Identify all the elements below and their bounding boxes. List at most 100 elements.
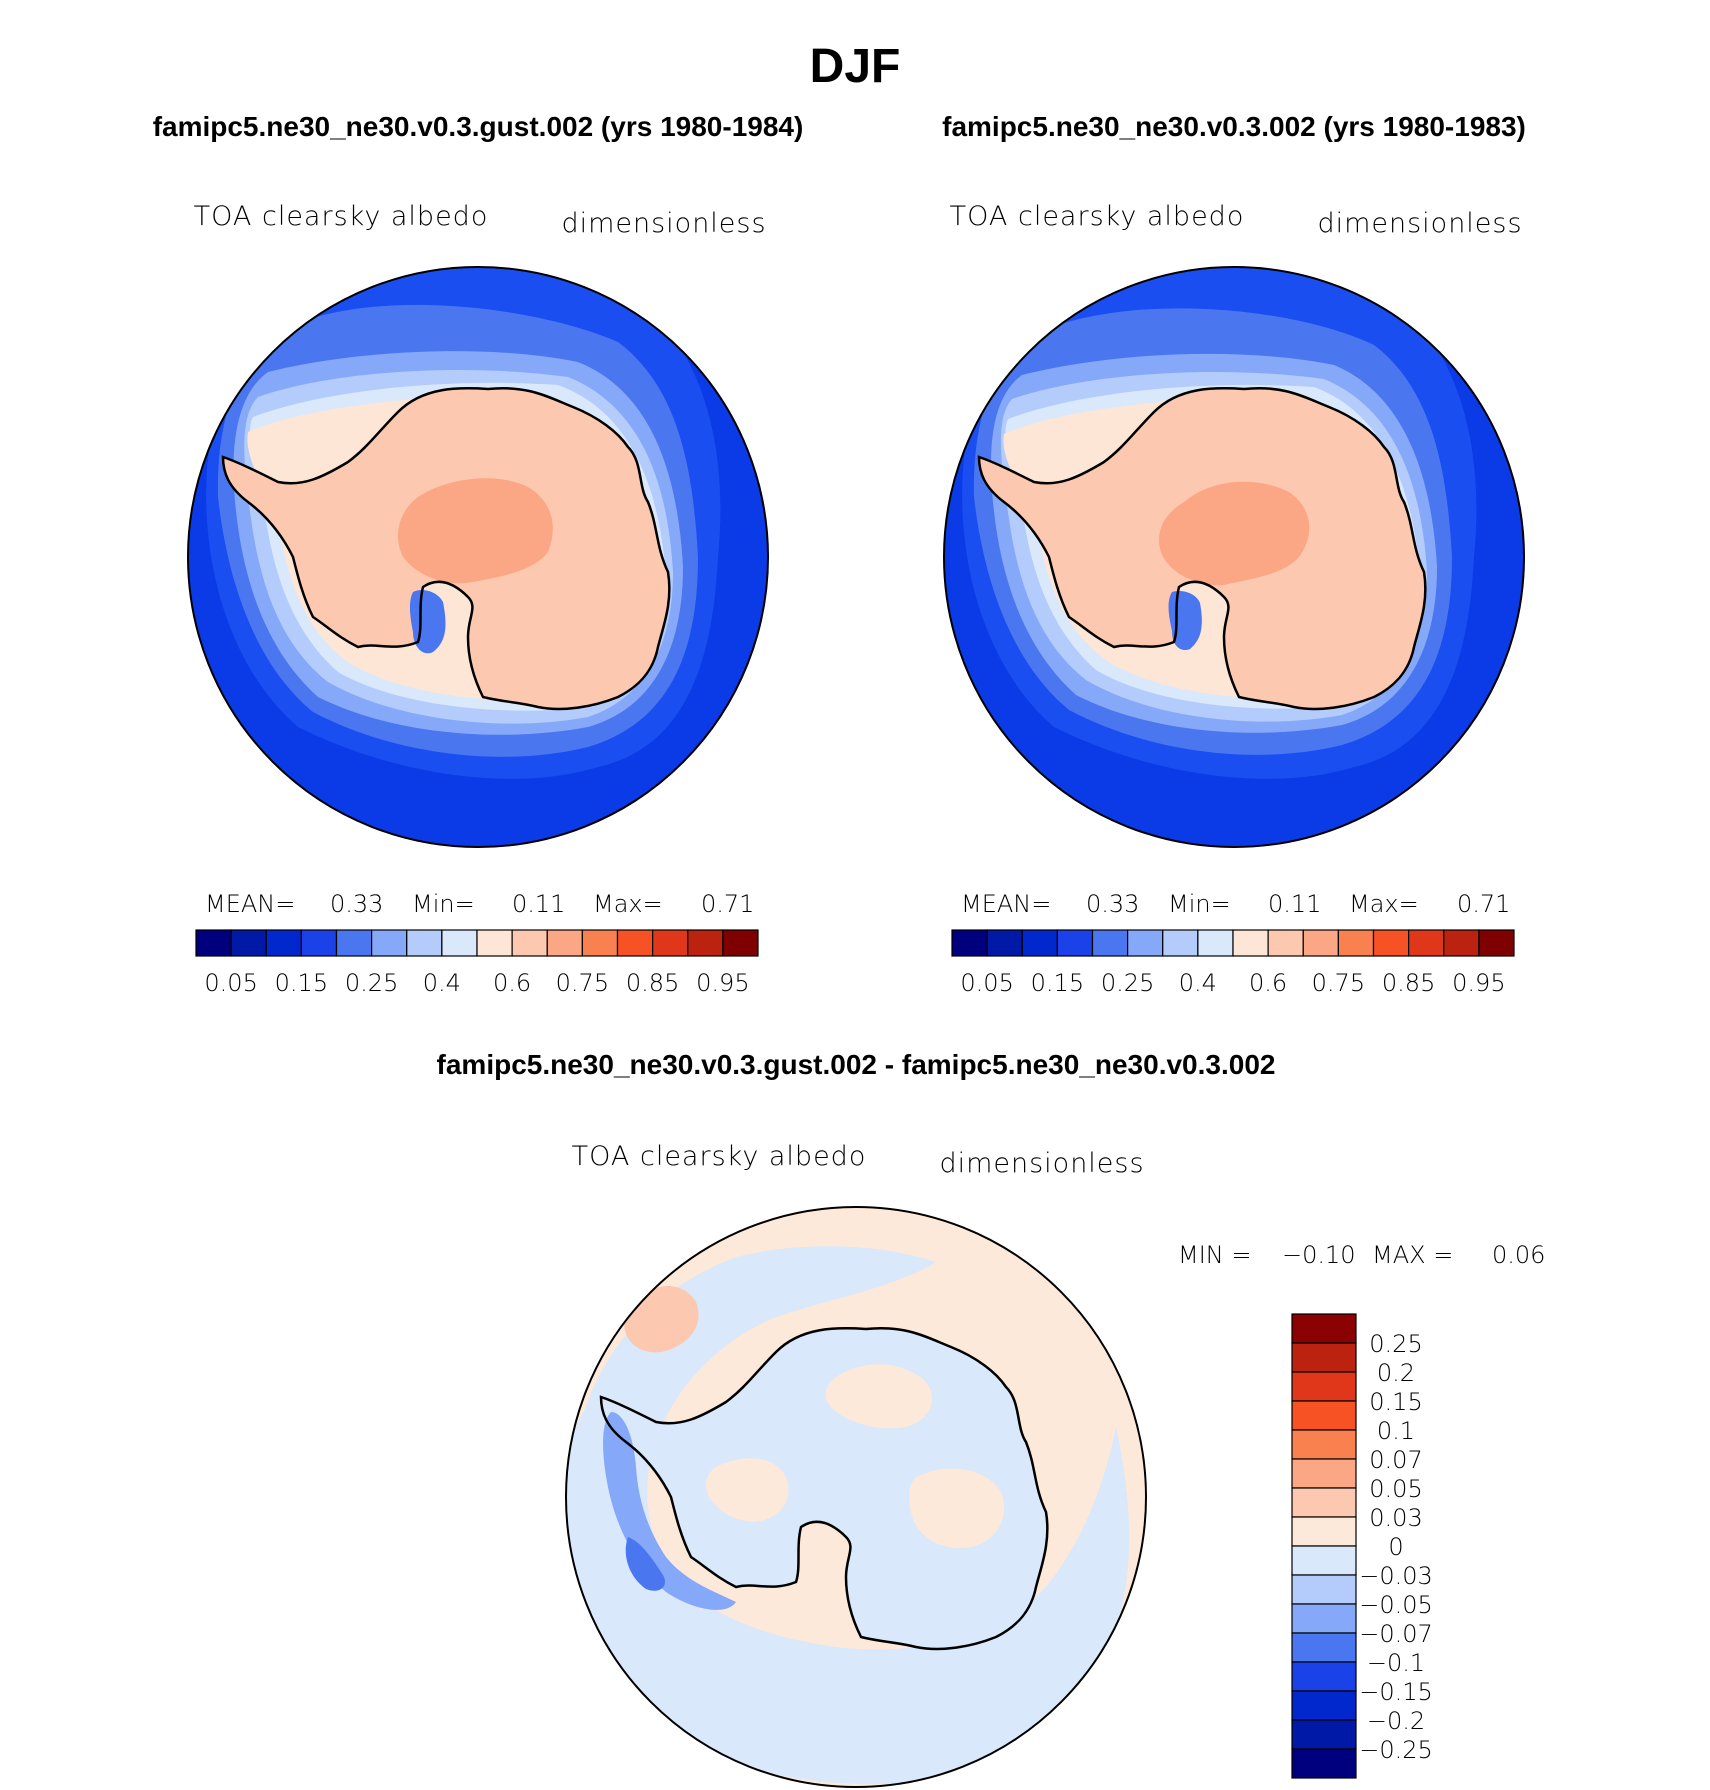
case1-colorbar-swatch <box>722 929 759 957</box>
diff-colorbar-swatch <box>1291 1313 1357 1344</box>
diff-weddell-negative <box>603 1412 736 1610</box>
case1-colorbar-swatch <box>581 929 619 957</box>
case2-max-label: Max= <box>1349 890 1419 918</box>
case2-max-value: 0.71 <box>1457 890 1510 918</box>
diff-continent-positive-patch-1 <box>825 1364 933 1429</box>
case1-units: dimensionless <box>561 208 766 239</box>
case1-colorbar-tick-label: 0.75 <box>556 969 609 997</box>
diff-min-label: MIN = <box>1178 1241 1251 1269</box>
diff-colorbar-tick-label: −0.1 <box>1367 1649 1425 1677</box>
case2-colorbar-swatch <box>951 929 988 957</box>
case2-stats: MEAN= 0.33 Min= 0.11 Max= 0.71 <box>961 890 1510 918</box>
case1-colorbar-tick-label: 0.25 <box>345 969 398 997</box>
diff-colorbar-tick-label: −0.05 <box>1359 1591 1433 1619</box>
case1-title: famipc5.ne30_ne30.v0.3.gust.002 (yrs 198… <box>153 111 804 142</box>
case2-colorbar-tick-label: 0.95 <box>1452 969 1505 997</box>
case2-map-border <box>943 266 1525 848</box>
case2-min-label: Min= <box>1168 890 1231 918</box>
diff-min-value: −0.10 <box>1282 1241 1356 1269</box>
case2-colorbar-swatch <box>1021 929 1058 957</box>
diff-colorbar-swatch <box>1291 1661 1357 1692</box>
diff-colorbar-swatch <box>1291 1516 1357 1547</box>
diff-colorbar-swatch <box>1291 1545 1357 1576</box>
diff-colorbar-tick-label: 0.03 <box>1369 1504 1422 1532</box>
diff-variable: TOA clearsky albedo <box>572 1141 867 1172</box>
case1-colorbar: 0.05 0.15 0.25 0.4 0.6 0.75 0.85 0.95 <box>195 929 759 997</box>
diff-colorbar-tick-label: 0.25 <box>1369 1330 1422 1358</box>
case1-colorbar-swatch <box>441 929 478 957</box>
case1-max-label: Max= <box>593 890 663 918</box>
diff-stats: MIN = −0.10 MAX = 0.06 <box>1178 1241 1545 1269</box>
case1-colorbar-swatch <box>300 929 338 957</box>
case1-stats: MEAN= 0.33 Min= 0.11 Max= 0.71 <box>205 890 754 918</box>
case2-colorbar-tick-label: 0.05 <box>960 969 1013 997</box>
case1-map <box>187 266 769 848</box>
diff-colorbar-tick-label: −0.2 <box>1367 1707 1425 1735</box>
case1-colorbar-swatch <box>546 929 583 957</box>
case1-mean-value: 0.33 <box>330 890 383 918</box>
case2-variable: TOA clearsky albedo <box>950 201 1245 232</box>
case1-variable: TOA clearsky albedo <box>194 201 489 232</box>
diff-peninsula-positive <box>624 1285 699 1353</box>
diff-colorbar: 0.250.20.150.10.070.050.030−0.03−0.05−0.… <box>1291 1313 1433 1779</box>
diff-title: famipc5.ne30_ne30.v0.3.gust.002 - famipc… <box>437 1049 1276 1080</box>
case1-colorbar-swatch <box>687 929 724 957</box>
diff-negative-band <box>566 1246 1130 1785</box>
diff-colorbar-swatch <box>1291 1342 1357 1373</box>
case2-mean-label: MEAN= <box>961 890 1051 918</box>
diff-colorbar-tick-label: 0.1 <box>1377 1417 1415 1445</box>
case1-colorbar-swatch <box>511 929 548 957</box>
case1-max-value: 0.71 <box>701 890 754 918</box>
case2-colorbar-swatch <box>1162 929 1199 957</box>
case2-colorbar-swatch <box>1197 929 1234 957</box>
diff-colorbar-swatch <box>1291 1574 1357 1605</box>
case2-colorbar-swatch <box>986 929 1023 957</box>
case1-colorbar-swatch <box>406 929 443 957</box>
diff-colorbar-tick-label: −0.15 <box>1359 1678 1433 1706</box>
diff-colorbar-swatch <box>1291 1487 1357 1518</box>
diff-colorbar-tick-label: 0.15 <box>1369 1388 1422 1416</box>
case2-colorbar-swatch <box>1408 929 1445 957</box>
case1-min-value: 0.11 <box>512 890 565 918</box>
diff-colorbar-tick-label: −0.07 <box>1359 1620 1433 1648</box>
case2-colorbar-swatch <box>1232 929 1269 957</box>
case1-mean-label: MEAN= <box>205 890 295 918</box>
diff-colorbar-swatch <box>1291 1719 1357 1750</box>
diff-map <box>565 1206 1147 1788</box>
case2-colorbar: 0.05 0.15 0.25 0.4 0.6 0.75 0.85 0.95 <box>951 929 1515 997</box>
diff-continent-positive-patch-2 <box>909 1468 1005 1548</box>
diff-colorbar-swatch <box>1291 1371 1357 1402</box>
diff-colorbar-tick-label: 0 <box>1388 1533 1403 1561</box>
case2-colorbar-swatch <box>1337 929 1375 957</box>
case2-colorbar-tick-label: 0.25 <box>1101 969 1154 997</box>
case2-colorbar-swatch <box>1056 929 1094 957</box>
case1-colorbar-tick-label: 0.95 <box>696 969 749 997</box>
case1-colorbar-tick-label: 0.4 <box>423 969 461 997</box>
case1-colorbar-swatch <box>371 929 408 957</box>
case1-colorbar-swatch <box>265 929 302 957</box>
diff-max-value: 0.06 <box>1492 1241 1545 1269</box>
case2-colorbar-swatch <box>1267 929 1304 957</box>
diff-units: dimensionless <box>939 1148 1144 1179</box>
diff-colorbar-swatch <box>1291 1429 1357 1460</box>
case1-colorbar-swatch <box>652 929 689 957</box>
case2-colorbar-tick-label: 0.6 <box>1249 969 1287 997</box>
diff-colorbar-tick-label: 0.2 <box>1377 1359 1415 1387</box>
case1-colorbar-swatch <box>616 929 654 957</box>
diff-colorbar-swatch <box>1291 1748 1357 1779</box>
diff-max-label: MAX = <box>1372 1241 1453 1269</box>
diff-colorbar-tick-label: 0.07 <box>1369 1446 1422 1474</box>
case2-mean-value: 0.33 <box>1086 890 1139 918</box>
case1-min-label: Min= <box>412 890 475 918</box>
case2-colorbar-tick-label: 0.15 <box>1031 969 1084 997</box>
case1-colorbar-swatch <box>476 929 513 957</box>
case2-colorbar-tick-label: 0.85 <box>1382 969 1435 997</box>
diff-colorbar-tick-label: −0.03 <box>1359 1562 1433 1590</box>
case1-colorbar-tick-label: 0.05 <box>204 969 257 997</box>
case2-title: famipc5.ne30_ne30.v0.3.002 (yrs 1980-198… <box>942 111 1526 142</box>
case2-colorbar-swatch <box>1127 929 1164 957</box>
case2-plateau <box>1158 481 1310 586</box>
case2-colorbar-swatch <box>1302 929 1339 957</box>
case2-colorbar-tick-label: 0.4 <box>1179 969 1217 997</box>
